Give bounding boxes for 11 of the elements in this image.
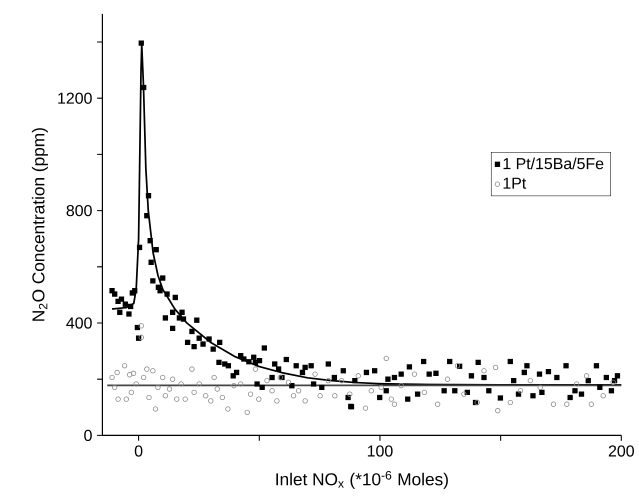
legend-label: 1 Pt/15Ba/5Fe <box>504 158 604 170</box>
x-tick-label: 100 <box>368 445 393 457</box>
x-axis-title: Inlet NO$_{x}$ (*10$^{-6}$ Moles) <box>276 471 448 489</box>
x-tick-label: 0 <box>134 445 142 457</box>
y-tick-label: 1200 <box>58 92 92 104</box>
y-tick-label: 400 <box>66 317 92 329</box>
x-tick-label: 200 <box>608 445 634 457</box>
y-tick-label: 800 <box>66 204 92 216</box>
y-tick-label: 0 <box>84 430 92 442</box>
y-axis-title: N$_{2}$O Concentration (ppm) <box>32 128 48 321</box>
legend-label: 1Pt <box>504 178 526 189</box>
